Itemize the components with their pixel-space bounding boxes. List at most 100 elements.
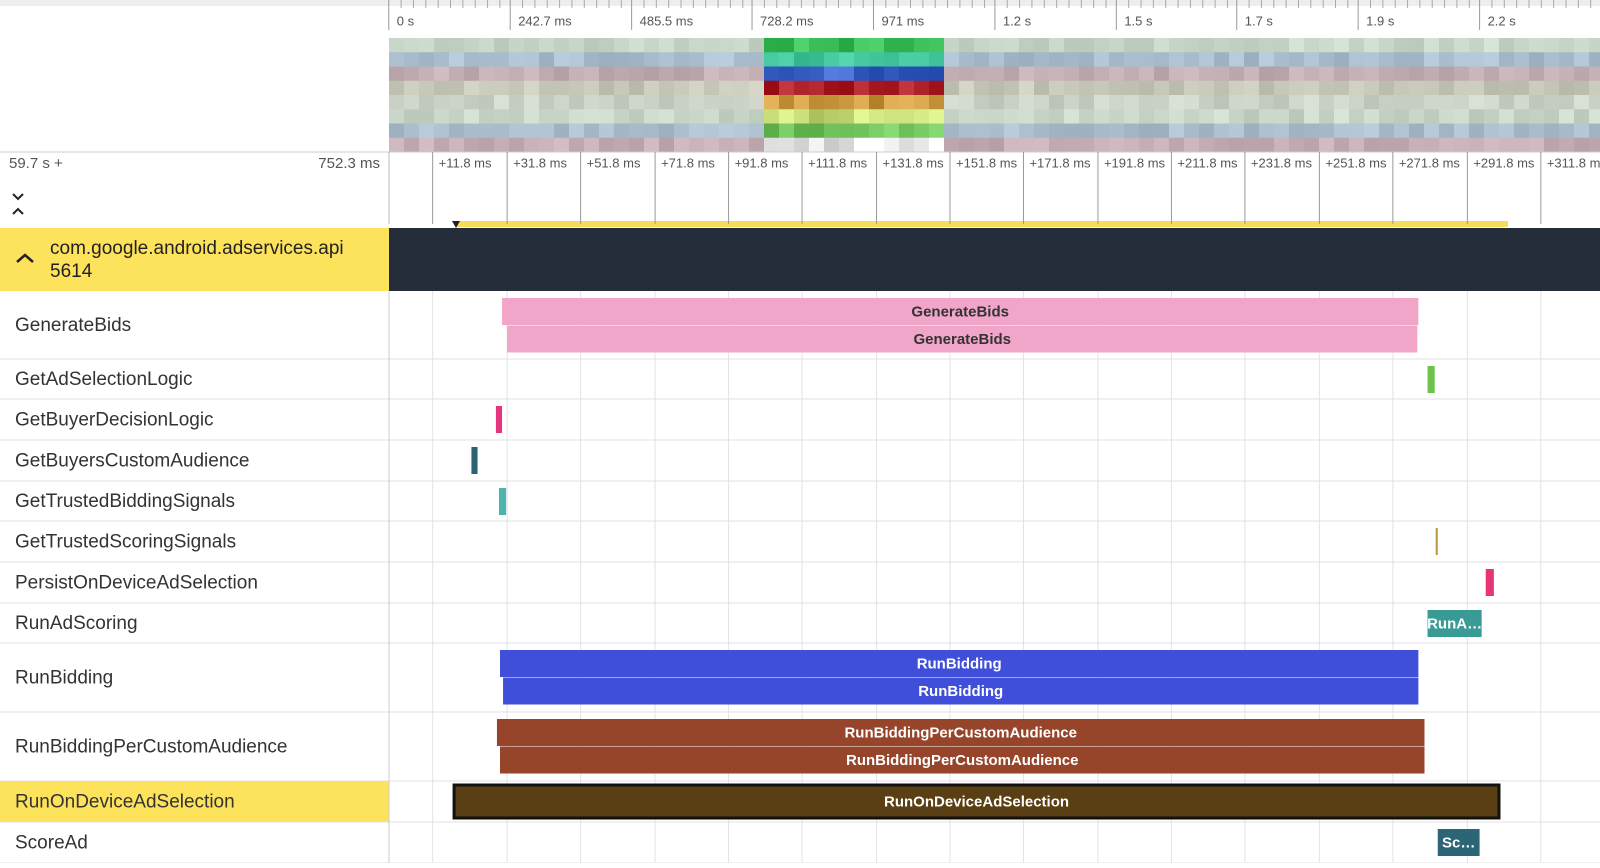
- minimap-cell: [1184, 95, 1200, 110]
- slice[interactable]: [498, 488, 507, 515]
- minimap-cell: [494, 80, 510, 96]
- minimap-cell: [1259, 80, 1275, 96]
- minimap-cell: [659, 137, 675, 153]
- minimap-cell: [659, 66, 675, 81]
- minimap-cell: [434, 109, 450, 124]
- slice[interactable]: [452, 783, 1501, 820]
- slice[interactable]: [503, 677, 1419, 705]
- slice[interactable]: [1427, 366, 1435, 393]
- minimap-cell: [839, 38, 855, 53]
- slice[interactable]: [1485, 569, 1494, 596]
- minimap-cell: [689, 80, 705, 96]
- slice[interactable]: [496, 719, 1425, 746]
- track-name[interactable]: RunBiddingPerCustomAudience: [15, 737, 288, 758]
- slice[interactable]: [1437, 829, 1480, 856]
- slice[interactable]: [471, 447, 478, 474]
- minimap-cell: [1589, 123, 1600, 138]
- minimap-cell: [1289, 38, 1305, 53]
- minimap-cell: [584, 52, 600, 67]
- minimap-cell: [1394, 66, 1410, 81]
- minimap-cell: [929, 80, 945, 96]
- minimap-cell: [629, 66, 645, 81]
- slice[interactable]: [507, 325, 1418, 353]
- minimap-cell: [1304, 38, 1320, 53]
- minimap-cell: [974, 137, 990, 153]
- track-name[interactable]: RunAdScoring: [15, 613, 138, 634]
- minimap-cell: [1049, 66, 1065, 81]
- minimap-cell: [1424, 123, 1440, 138]
- track-name[interactable]: ScoreAd: [15, 833, 88, 854]
- minimap-cell: [479, 95, 495, 110]
- slice[interactable]: [495, 406, 503, 433]
- minimap-cell: [1484, 109, 1500, 124]
- track-name[interactable]: GetBuyersCustomAudience: [15, 451, 249, 472]
- minimap-cell: [1559, 137, 1575, 153]
- minimap-cell: [389, 38, 405, 53]
- minimap-cell: [389, 123, 405, 138]
- minimap-cell: [1574, 52, 1590, 67]
- minimap-cell: [779, 80, 795, 96]
- slice-label: RunBidding: [918, 683, 1003, 700]
- minimap-cell: [1184, 137, 1200, 153]
- minimap-cell: [719, 52, 735, 67]
- minimap-cell: [1064, 123, 1080, 138]
- track-name[interactable]: PersistOnDeviceAdSelection: [15, 573, 258, 594]
- minimap-cell: [599, 137, 615, 153]
- minimap-cell: [659, 95, 675, 110]
- process-header[interactable]: [0, 228, 389, 291]
- minimap-cell: [644, 109, 660, 124]
- minimap-cell: [1049, 137, 1065, 153]
- minimap-cell: [1364, 80, 1380, 96]
- minimap-cell: [1574, 95, 1590, 110]
- track-name[interactable]: GetTrustedScoringSignals: [15, 532, 236, 553]
- track-name[interactable]: RunOnDeviceAdSelection: [15, 792, 235, 813]
- minimap-cell: [1529, 66, 1545, 81]
- minimap-cell: [599, 52, 615, 67]
- minimap-cell: [1559, 95, 1575, 110]
- slice[interactable]: [500, 650, 1419, 677]
- slice[interactable]: [1427, 610, 1482, 637]
- minimap-cell: [449, 109, 465, 124]
- collapse-process-button[interactable]: [16, 253, 34, 263]
- slice[interactable]: [502, 298, 1419, 325]
- minimap-cell: [1079, 95, 1095, 110]
- minimap-cell: [944, 66, 960, 81]
- minimap-cell: [1214, 80, 1230, 96]
- track-name[interactable]: GetBuyerDecisionLogic: [15, 410, 214, 431]
- minimap-cell: [854, 123, 870, 138]
- minimap-cell: [524, 109, 540, 124]
- minimap-cell: [1034, 109, 1050, 124]
- minimap-cell: [1454, 109, 1470, 124]
- minimap-cell: [464, 38, 480, 53]
- minimap-cell: [1544, 123, 1560, 138]
- minimap-cell: [764, 123, 780, 138]
- minimap-cell: [599, 80, 615, 96]
- minimap: [389, 38, 1600, 153]
- minimap-cell: [1124, 52, 1140, 67]
- minimap-cell: [524, 137, 540, 153]
- slice[interactable]: [500, 746, 1425, 774]
- minimap-cell: [569, 66, 585, 81]
- minimap-cell: [1319, 38, 1335, 53]
- process-summary: [389, 228, 1600, 291]
- minimap-cell: [749, 95, 765, 110]
- minimap-cell: [1454, 137, 1470, 153]
- minimap-cell: [404, 137, 420, 153]
- minimap-cell: [1334, 137, 1350, 153]
- track-name[interactable]: RunBidding: [15, 668, 113, 689]
- minimap-cell: [1589, 38, 1600, 53]
- minimap-cell: [1004, 38, 1020, 53]
- collapse-all-button[interactable]: [12, 193, 24, 215]
- slice[interactable]: [1435, 528, 1438, 555]
- track-name[interactable]: GenerateBids: [15, 315, 131, 336]
- timebar-tick-label: +51.8 ms: [587, 155, 641, 170]
- minimap-cell: [644, 66, 660, 81]
- minimap-cell: [704, 38, 720, 53]
- track-name[interactable]: GetAdSelectionLogic: [15, 369, 192, 390]
- minimap-cell: [1064, 109, 1080, 124]
- minimap-cell: [674, 52, 690, 67]
- track-name[interactable]: GetTrustedBiddingSignals: [15, 491, 235, 512]
- minimap-cell: [1019, 95, 1035, 110]
- minimap-cell: [1229, 52, 1245, 67]
